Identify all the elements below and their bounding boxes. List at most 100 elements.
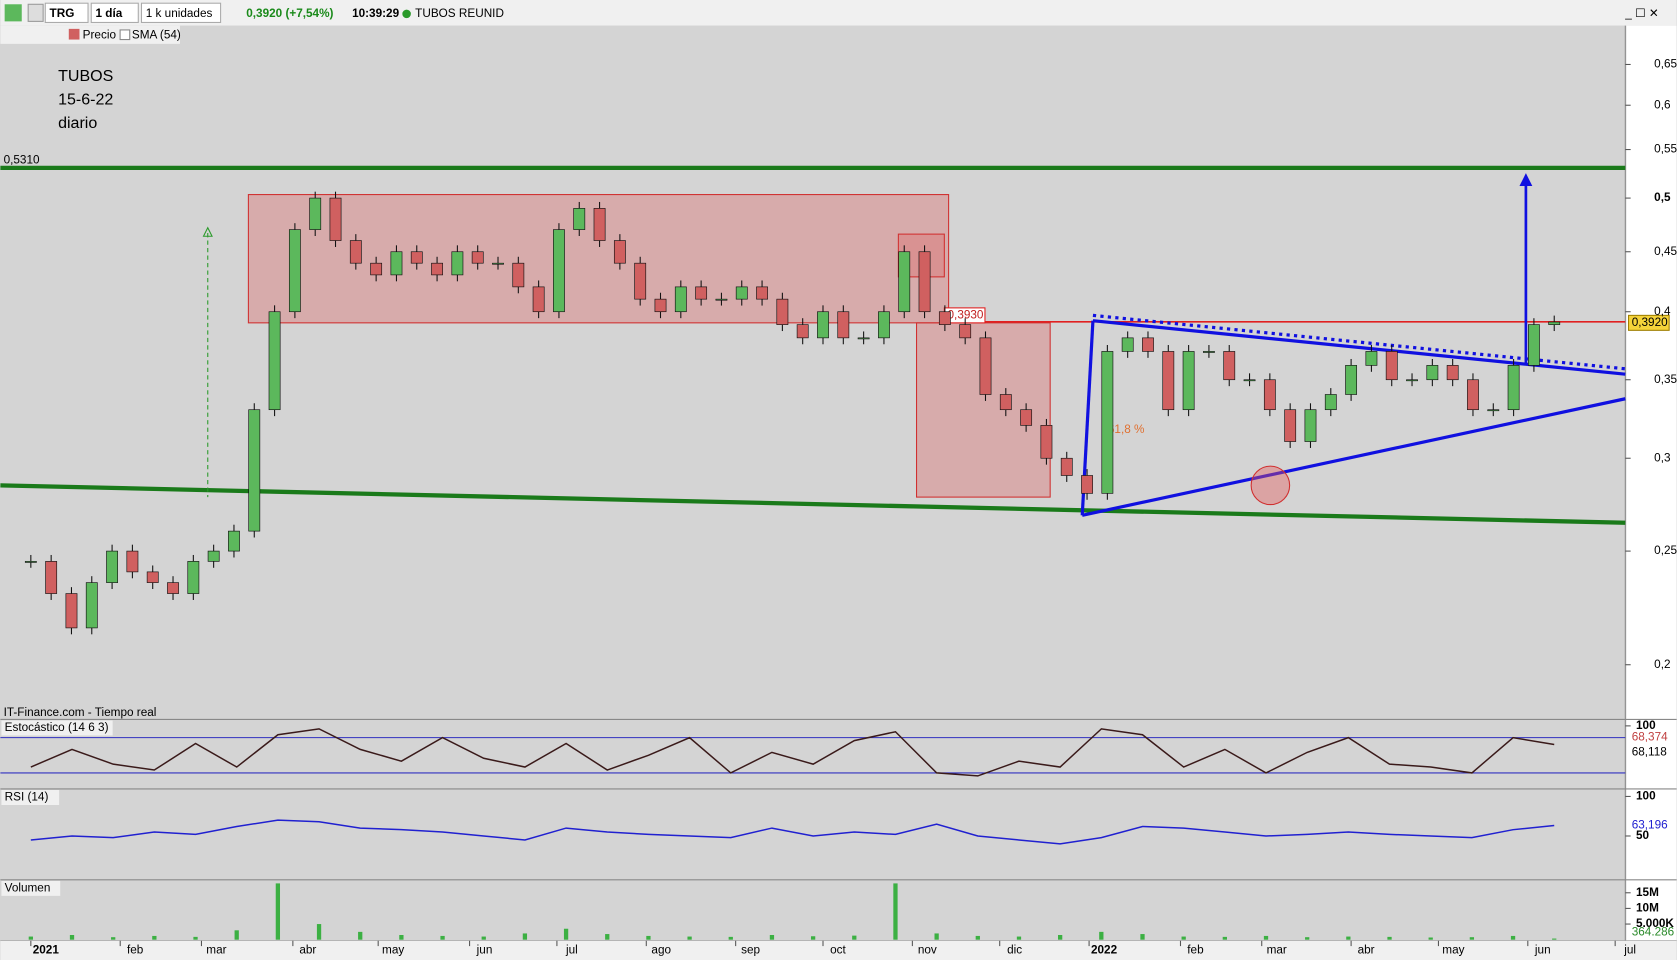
candle [898, 251, 911, 313]
candle [126, 550, 139, 573]
candle [451, 251, 464, 276]
volume-bar [316, 924, 322, 940]
candle [1467, 379, 1479, 411]
annotation-period: diario [58, 114, 97, 132]
candle [573, 208, 586, 230]
x-tick-label: 2021 [33, 943, 60, 956]
trend-line [1081, 397, 1626, 517]
volume-bar [1305, 937, 1310, 940]
status-dot [402, 9, 411, 19]
volume-bar [769, 934, 775, 940]
volume-bar [193, 936, 198, 940]
candle [1142, 337, 1154, 352]
candle [979, 337, 992, 395]
candle [1528, 324, 1540, 366]
units-box[interactable] [140, 2, 222, 23]
candle [532, 286, 545, 313]
candle [1507, 365, 1520, 411]
volume-bar [934, 933, 939, 940]
volume-bar [1387, 936, 1392, 940]
legend-swatch [119, 29, 131, 41]
candle [512, 262, 525, 288]
x-tick-label: may [1442, 943, 1464, 956]
candle [370, 262, 383, 276]
x-tick-label: jun [476, 943, 493, 956]
candle [65, 593, 78, 629]
y-tick-label: 10M [1636, 902, 1659, 915]
volume-bar [893, 883, 898, 940]
volume-bar [522, 933, 528, 940]
volume-bar [1428, 937, 1433, 940]
y-tick-label: 15M [1636, 886, 1659, 899]
candle [85, 582, 98, 629]
candle [1121, 337, 1134, 352]
level-label: 0,3930 [948, 308, 984, 321]
rsi-name: RSI (14) [5, 791, 49, 804]
instrument-name: TUBOS REUNID [415, 7, 504, 20]
volume-bar [234, 930, 239, 940]
annotation-title: TUBOS [58, 67, 113, 85]
candle [1446, 365, 1459, 381]
candle [1304, 409, 1317, 442]
volume-bar [1346, 936, 1351, 940]
candle [329, 197, 342, 241]
quote: 0,3920 (+7,54%) [246, 7, 333, 20]
right-axis [1626, 25, 1677, 941]
legend-price: Precio [83, 28, 117, 41]
candle [410, 251, 423, 264]
candle [878, 311, 890, 339]
candle [1324, 394, 1337, 411]
candle [959, 324, 972, 339]
fib-label: 61,8 % [1108, 423, 1145, 436]
volume-bar [399, 934, 404, 940]
candle [1284, 409, 1297, 442]
candle [674, 286, 687, 313]
volume-bar [1099, 931, 1104, 940]
candle [390, 251, 403, 276]
rsi-last: 63,196 [1632, 818, 1668, 831]
candle [695, 286, 708, 300]
volume-bar [1181, 936, 1186, 940]
candle [106, 550, 118, 583]
candle [309, 197, 322, 230]
symbol-box[interactable] [44, 2, 89, 23]
y-tick-label: 0,25 [1654, 544, 1677, 557]
volume-bar [1140, 934, 1145, 940]
chart-icon[interactable] [4, 4, 22, 22]
y-tick-label: 0,5 [1654, 191, 1671, 204]
candle [1081, 475, 1093, 494]
interval-box[interactable] [90, 2, 139, 23]
candle [1243, 379, 1256, 382]
x-tick-label: abr [299, 943, 316, 956]
volume-bar [1263, 935, 1269, 940]
candle [1020, 409, 1033, 426]
candle [268, 311, 281, 411]
candle [1203, 351, 1215, 353]
x-tick-label: mar [1267, 943, 1287, 956]
candle [553, 229, 565, 313]
y-tick-label: 0,65 [1654, 58, 1677, 71]
volume-bar [646, 935, 651, 940]
volume-bar [810, 936, 816, 940]
units: 1 k unidades [146, 7, 213, 20]
y-tick-label: 0,3 [1654, 451, 1671, 464]
volume-bar [687, 936, 692, 940]
volume-bar [1016, 936, 1022, 940]
x-tick-label: abr [1358, 943, 1375, 956]
last-price: 0,3920 [1632, 316, 1668, 329]
stoch-last: 68,374 [1632, 731, 1668, 744]
candle [1385, 351, 1398, 381]
y-tick-label: 100 [1636, 719, 1656, 732]
candle [593, 208, 606, 241]
icon[interactable] [27, 3, 44, 22]
pane-legend [1, 720, 113, 736]
volume-bar [1469, 937, 1475, 940]
candle [715, 298, 728, 301]
x-tick-label: dic [1007, 943, 1022, 956]
candle [796, 324, 809, 339]
candle [756, 286, 768, 300]
window-controls[interactable]: _ ☐ ✕ [1624, 7, 1658, 20]
volume-bar [852, 935, 857, 940]
candle [1040, 425, 1053, 459]
